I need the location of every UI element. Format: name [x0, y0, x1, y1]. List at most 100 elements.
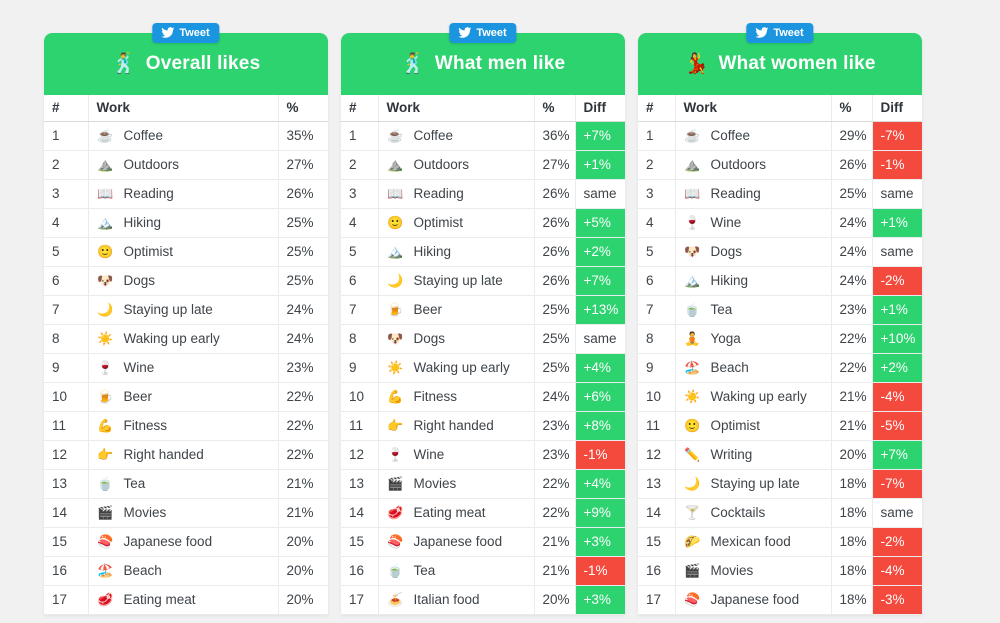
rank-cell: 14: [44, 498, 89, 528]
table-row: 1 ☕ Coffee 29% -7%: [638, 121, 922, 151]
reading-icon: 📖: [387, 185, 404, 201]
diff-cell: +5%: [575, 208, 625, 238]
board-title: 💃 What women like: [684, 53, 876, 75]
rank-cell: 17: [341, 585, 379, 615]
right-handed-icon: 👉: [387, 417, 404, 433]
likes-table: # Work% 1 ☕ Coffee 35% 2 ⛰️ Outdoors 27% 3 📖 Readin…: [44, 95, 328, 615]
percent-cell: 21%: [831, 382, 873, 412]
diff-cell: same: [575, 324, 625, 354]
table-row: 3 📖 Reading 26%: [44, 179, 328, 209]
table-row: 4 🍷 Wine 24% +1%: [638, 208, 922, 238]
fitness-icon: 💪: [387, 388, 404, 404]
work-label: Eating meat: [413, 504, 486, 520]
work-cell: ☀️ Waking up early: [88, 324, 279, 354]
beer-icon: 🍺: [97, 388, 114, 404]
column-header-percent: %: [831, 95, 873, 122]
fitness-icon: 💪: [97, 417, 114, 433]
optimist-icon: 🙂: [387, 214, 404, 230]
table-row: 9 🍷 Wine 23%: [44, 353, 328, 383]
rank-cell: 7: [638, 295, 676, 325]
work-cell: 🏖️ Beach: [88, 556, 279, 586]
table-row: 12 ✏️ Writing 20% +7%: [638, 440, 922, 470]
percent-cell: 29%: [831, 121, 873, 151]
work-cell: 🌮 Mexican food: [675, 527, 832, 557]
work-cell: ⛰️ Outdoors: [378, 150, 535, 180]
table-row: 1 ☕ Coffee 35%: [44, 121, 328, 151]
diff-cell: +1%: [872, 208, 922, 238]
rank-cell: 8: [44, 324, 89, 354]
percent-cell: 22%: [278, 382, 328, 412]
work-cell: ☕ Coffee: [88, 121, 279, 151]
work-label: Outdoors: [413, 156, 470, 172]
rank-cell: 15: [44, 527, 89, 557]
diff-cell: +4%: [575, 353, 625, 383]
work-cell: 🐶 Dogs: [88, 266, 279, 296]
table-row: 16 🍵 Tea 21% -1%: [341, 556, 625, 586]
dogs-icon: 🐶: [387, 330, 404, 346]
rank-cell: 12: [638, 440, 676, 470]
coffee-icon: ☕: [97, 127, 114, 143]
work-cell: 🐶 Dogs: [675, 237, 832, 267]
percent-cell: 20%: [278, 585, 328, 615]
rank-cell: 1: [638, 121, 676, 151]
percent-cell: 21%: [278, 469, 328, 499]
tweet-button[interactable]: Tweet: [746, 23, 814, 43]
rank-cell: 9: [341, 353, 379, 383]
column-header-diff: Diff: [575, 95, 625, 122]
diff-cell: +8%: [575, 411, 625, 441]
rank-cell: 6: [341, 266, 379, 296]
work-cell: ☀️ Waking up early: [675, 382, 832, 412]
percent-cell: 20%: [278, 527, 328, 557]
percent-cell: 24%: [831, 237, 873, 267]
work-cell: 🐶 Dogs: [378, 324, 535, 354]
work-cell: ⛰️ Outdoors: [88, 150, 279, 180]
work-label: Coffee: [123, 127, 164, 143]
work-cell: 🍵 Tea: [88, 469, 279, 499]
work-cell: 🌙 Staying up late: [88, 295, 279, 325]
table-header-row: # Work%: [44, 95, 328, 122]
tea-icon: 🍵: [97, 475, 114, 491]
likes-table: # Work% Diff 1 ☕ Coffee 36% +7% 2 ⛰️ Outdoors 27% +…: [341, 95, 625, 615]
percent-cell: 24%: [278, 295, 328, 325]
column-header-rank: #: [638, 95, 676, 122]
rank-cell: 11: [44, 411, 89, 441]
cocktails-icon: 🍸: [684, 504, 701, 520]
dogs-icon: 🐶: [684, 243, 701, 259]
coffee-icon: ☕: [387, 127, 404, 143]
work-label: Reading: [413, 185, 464, 201]
work-cell: 🍸 Cocktails: [675, 498, 832, 528]
work-label: Dogs: [123, 272, 156, 288]
work-label: Waking up early: [413, 359, 510, 375]
diff-cell: +10%: [872, 324, 922, 354]
table-header-row: # Work% Diff: [638, 95, 922, 122]
percent-cell: 23%: [831, 295, 873, 325]
work-cell: 💪 Fitness: [378, 382, 535, 412]
table-header-row: # Work% Diff: [341, 95, 625, 122]
work-label: Dogs: [710, 243, 743, 259]
tweet-button[interactable]: Tweet: [152, 23, 220, 43]
column-header-percent: %: [534, 95, 576, 122]
work-label: Waking up early: [123, 330, 220, 346]
percent-cell: 26%: [534, 266, 576, 296]
diff-cell: -7%: [872, 469, 922, 499]
table-row: 9 🏖️ Beach 22% +2%: [638, 353, 922, 383]
work-label: Writing: [710, 446, 753, 462]
diff-cell: -2%: [872, 266, 922, 296]
writing-icon: ✏️: [684, 446, 701, 462]
rank-cell: 4: [638, 208, 676, 238]
rank-cell: 15: [341, 527, 379, 557]
table-row: 4 🏔️ Hiking 25%: [44, 208, 328, 238]
column-header-diff: Diff: [872, 95, 922, 122]
work-cell: 🏔️ Hiking: [88, 208, 279, 238]
diff-cell: +9%: [575, 498, 625, 528]
tweet-button[interactable]: Tweet: [449, 23, 517, 43]
rank-cell: 7: [341, 295, 379, 325]
work-label: Waking up early: [710, 388, 807, 404]
diff-cell: same: [872, 498, 922, 528]
table-row: 14 🥩 Eating meat 22% +9%: [341, 498, 625, 528]
work-cell: 🍵 Tea: [675, 295, 832, 325]
work-cell: 🙂 Optimist: [675, 411, 832, 441]
beach-icon: 🏖️: [684, 359, 701, 375]
yoga-icon: 🧘: [684, 330, 701, 346]
work-label: Staying up late: [710, 475, 800, 491]
